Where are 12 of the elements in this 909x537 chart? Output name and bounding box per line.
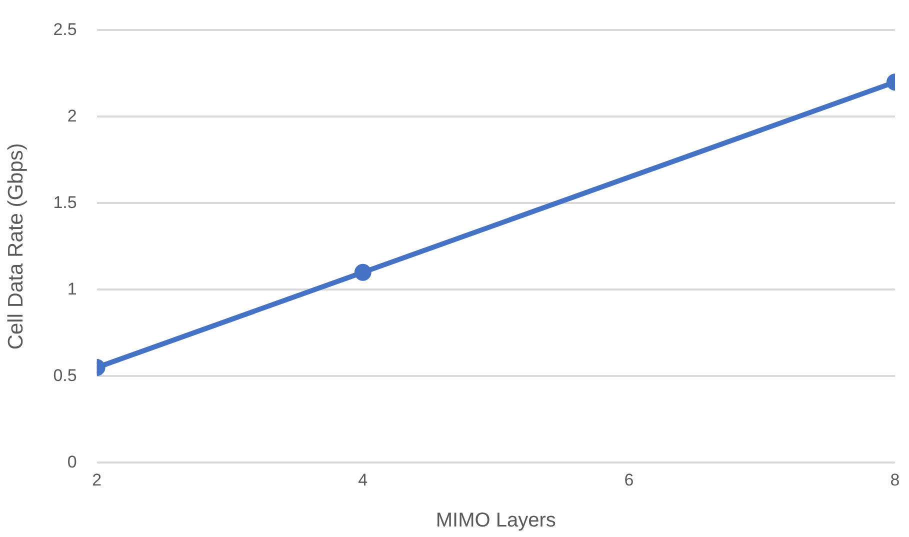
x-tick-label: 2 bbox=[92, 470, 102, 490]
y-tick-label: 1 bbox=[67, 279, 77, 298]
x-tick-label: 8 bbox=[890, 470, 900, 490]
x-tick-label: 4 bbox=[358, 470, 368, 490]
y-tick-label: 2 bbox=[67, 106, 77, 126]
x-tick-label: 6 bbox=[624, 470, 634, 490]
y-tick-label: 1.5 bbox=[53, 192, 77, 212]
y-tick-label: 0.5 bbox=[53, 366, 77, 385]
y-tick-label: 2.5 bbox=[53, 20, 77, 39]
y-tick-label: 0 bbox=[67, 452, 77, 472]
x-axis-title: MIMO Layers bbox=[436, 510, 556, 532]
y-axis-title: Cell Data Rate (Gbps) bbox=[4, 143, 28, 350]
